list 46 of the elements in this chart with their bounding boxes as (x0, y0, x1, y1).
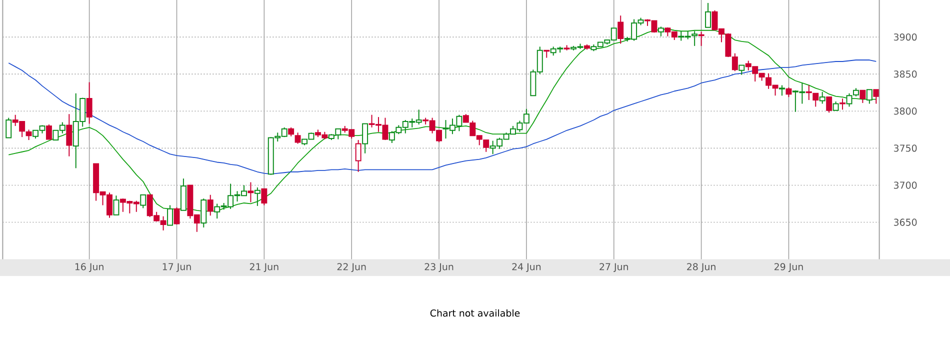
x-tick-label: 29 Jun (774, 263, 803, 272)
x-tick-label: 17 Jun (162, 263, 191, 272)
candlestick (66, 114, 72, 157)
text: Chart not available (430, 309, 520, 317)
candlestick (779, 84, 785, 96)
x-tick-label: 27 Jun (600, 263, 628, 272)
candlestick (140, 194, 146, 209)
candlestick (840, 98, 846, 110)
candlestick (658, 26, 664, 37)
y-tick-label: 3750 (894, 144, 917, 152)
candlestick (6, 117, 12, 138)
candlestick (113, 195, 120, 216)
candlestick (200, 198, 207, 228)
candlestick (866, 89, 872, 104)
candlestick (698, 31, 704, 46)
y-tick-label: 3700 (894, 182, 917, 189)
x-tick-label: 16 Jun (75, 263, 104, 272)
candlestick (261, 188, 268, 206)
candlestick (826, 96, 832, 114)
candlestick (254, 186, 260, 206)
candlestick (860, 90, 866, 104)
candlestick (294, 132, 301, 144)
y-tick-label: 3800 (894, 108, 917, 115)
candlestick (46, 124, 52, 140)
candlestick (806, 84, 812, 101)
x-tick-label: 22 Jun (337, 263, 366, 272)
candlestick (618, 15, 624, 44)
candlestick (248, 182, 254, 203)
candlestick (86, 82, 92, 124)
x-tick-label: 21 Jun (250, 263, 278, 272)
candlestick (692, 30, 698, 46)
x-tick-label: 23 Jun (424, 263, 454, 272)
y-tick-label: 3900 (894, 33, 917, 41)
candlestick (207, 194, 214, 216)
y-tick-label: 3650 (894, 218, 917, 226)
candlestick (167, 204, 174, 226)
candlestick (174, 206, 180, 225)
candlestick (819, 91, 826, 104)
candlestick (812, 92, 819, 108)
candlestick (705, 2, 712, 28)
x-tick-label: 28 Jun (687, 263, 716, 272)
x-tick-label: 24 Jun (512, 263, 541, 272)
candlestick (786, 86, 792, 98)
y-tick-label: 3850 (894, 70, 917, 78)
candlestick (738, 64, 745, 76)
candlestick (26, 129, 32, 141)
